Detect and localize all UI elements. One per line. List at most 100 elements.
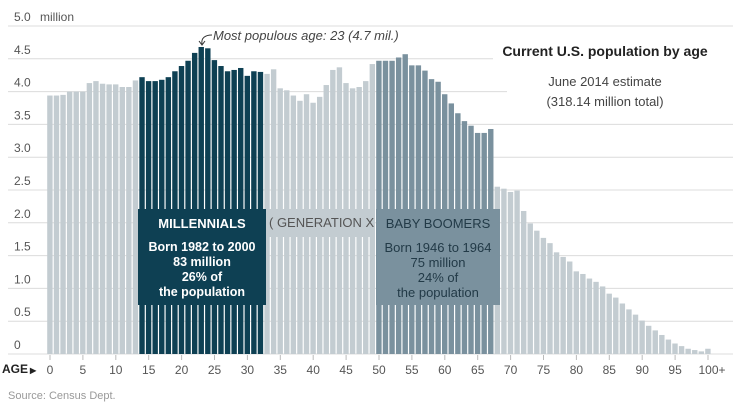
bar-age-5 xyxy=(80,91,86,354)
bar-age-53 xyxy=(395,57,402,354)
y-tick-label: 5.0 xyxy=(14,10,31,24)
x-tick-label: 5 xyxy=(80,363,87,377)
boomers-count: 75 million xyxy=(410,255,466,270)
y-tick-label: 1.0 xyxy=(14,272,31,286)
x-tick-label: 80 xyxy=(570,363,584,377)
x-tick-label: 50 xyxy=(372,363,386,377)
y-tick-label: 1.5 xyxy=(14,240,31,254)
millennials-count: 83 million xyxy=(173,255,231,269)
y-tick-label: 2.0 xyxy=(14,207,31,221)
x-tick-label: 0 xyxy=(47,363,54,377)
y-tick-label: 2.5 xyxy=(14,174,31,188)
x-tick-label: 35 xyxy=(274,363,288,377)
bar-age-50 xyxy=(376,60,382,354)
bar-age-99 xyxy=(698,351,705,354)
genx-label: ( GENERATION X ) xyxy=(269,209,382,237)
bar-age-72 xyxy=(520,210,527,354)
x-axis-label-text: AGE xyxy=(2,362,29,376)
bar-age-8 xyxy=(99,83,106,354)
y-tick-label: 0 xyxy=(14,338,21,352)
bar-age-75 xyxy=(540,237,547,354)
x-tick-label: 15 xyxy=(142,363,156,377)
bar-age-54 xyxy=(402,54,408,354)
annotation-arrow-icon xyxy=(198,34,213,46)
bar-age-52 xyxy=(389,60,395,354)
bar-age-84 xyxy=(599,286,606,354)
millennials-title: MILLENNIALS xyxy=(158,216,246,231)
bar-age-22 xyxy=(191,52,198,355)
x-axis-label: AGE ▶ xyxy=(2,362,36,376)
bar-age-94 xyxy=(665,339,672,354)
bar-age-1 xyxy=(53,95,60,354)
bar-age-97 xyxy=(685,348,691,354)
boomers-pct-suffix: the population xyxy=(397,285,479,300)
source-note: Source: Census Dept. xyxy=(8,390,116,402)
x-tick-label: 40 xyxy=(307,363,321,377)
y-tick-label: 4.0 xyxy=(14,76,31,90)
bar-age-98 xyxy=(692,350,698,354)
y-tick-label: 3.0 xyxy=(14,141,31,155)
bar-age-7 xyxy=(93,81,99,354)
bar-age-51 xyxy=(382,60,389,354)
y-tick-label: 3.5 xyxy=(14,108,31,122)
millennials-born: Born 1982 to 2000 xyxy=(148,240,256,254)
bar-age-13 xyxy=(132,80,139,354)
x-tick-label: 10 xyxy=(109,363,123,377)
x-tick-label: 85 xyxy=(603,363,617,377)
y-unit-label: million xyxy=(40,10,74,24)
x-tick-label: 100+ xyxy=(698,363,725,377)
boomers-title: BABY BOOMERS xyxy=(385,216,491,231)
chart-title: Current U.S. population by age xyxy=(502,43,708,59)
bar-age-83 xyxy=(593,281,599,354)
bar-age-89 xyxy=(632,314,639,354)
bar-age-21 xyxy=(185,60,191,354)
x-tick-label: 45 xyxy=(339,363,353,377)
x-tick-label: 65 xyxy=(471,363,485,377)
bar-age-69 xyxy=(501,188,507,354)
chart-title-block: Current U.S. population by age June 2014… xyxy=(490,42,720,112)
x-tick-label: 90 xyxy=(636,363,650,377)
bar-age-96 xyxy=(678,346,685,354)
millennials-pct: 26% of xyxy=(181,270,223,284)
bar-age-100+ xyxy=(705,348,711,354)
bar-age-33 xyxy=(264,73,270,354)
boomers-label: BABY BOOMERS Born 1946 to 1964 75 millio… xyxy=(376,209,500,305)
bar-age-3 xyxy=(66,91,73,354)
bar-age-90 xyxy=(639,320,645,354)
bar-age-77 xyxy=(553,252,560,354)
bar-age-93 xyxy=(659,334,665,354)
x-tick-label: 20 xyxy=(175,363,189,377)
bar-age-78 xyxy=(560,256,566,354)
bar-age-2 xyxy=(60,94,66,354)
bar-age-9 xyxy=(106,84,112,354)
bar-age-73 xyxy=(527,223,533,354)
boomers-pct: 24% of xyxy=(417,270,459,285)
bar-age-85 xyxy=(606,293,612,354)
y-tick-label: 4.5 xyxy=(14,43,31,57)
x-tick-label: 25 xyxy=(208,363,222,377)
bar-age-87 xyxy=(619,303,626,354)
chart-total: (318.14 million total) xyxy=(546,94,664,109)
bar-age-6 xyxy=(86,83,93,355)
bar-age-12 xyxy=(126,87,132,355)
bar-age-88 xyxy=(626,309,632,354)
bar-age-82 xyxy=(586,278,593,354)
bar-age-10 xyxy=(113,84,119,354)
x-tick-label: 95 xyxy=(668,363,682,377)
millennials-label: MILLENNIALS Born 1982 to 2000 83 million… xyxy=(138,209,266,305)
x-tick-label: 75 xyxy=(537,363,551,377)
bar-age-70 xyxy=(507,191,514,354)
bar-age-95 xyxy=(672,343,678,354)
x-tick-label: 30 xyxy=(241,363,255,377)
bar-age-91 xyxy=(645,325,652,354)
bar-age-23 xyxy=(198,46,204,354)
x-tick-label: 60 xyxy=(438,363,452,377)
bar-age-24 xyxy=(205,48,211,354)
bar-age-80 xyxy=(573,271,579,354)
boomers-born: Born 1946 to 1964 xyxy=(384,240,492,255)
bar-age-25 xyxy=(211,60,218,354)
bar-age-86 xyxy=(613,297,619,354)
triangle-right-icon: ▶ xyxy=(30,366,37,375)
bar-age-81 xyxy=(580,273,586,354)
